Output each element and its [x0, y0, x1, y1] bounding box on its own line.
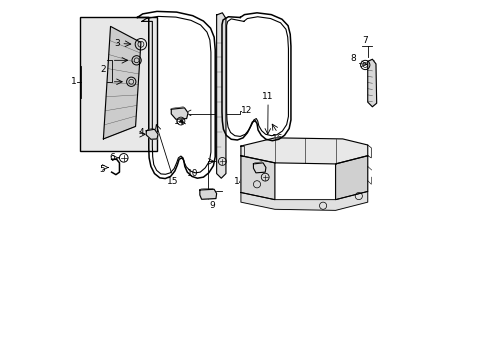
Polygon shape — [241, 192, 367, 210]
Polygon shape — [335, 156, 367, 200]
Polygon shape — [241, 138, 367, 164]
Text: 3: 3 — [114, 39, 120, 48]
Text: 11: 11 — [262, 93, 273, 102]
Text: 4: 4 — [138, 128, 143, 137]
Text: 12: 12 — [241, 106, 252, 115]
Text: 6: 6 — [109, 153, 115, 162]
Text: 14: 14 — [233, 177, 244, 186]
Text: 7: 7 — [362, 36, 367, 45]
Text: 10: 10 — [187, 169, 198, 178]
Text: 8: 8 — [349, 54, 355, 63]
Text: 2: 2 — [100, 66, 106, 75]
Polygon shape — [253, 163, 265, 173]
Polygon shape — [171, 108, 188, 119]
Polygon shape — [216, 13, 225, 178]
Polygon shape — [200, 189, 216, 199]
Bar — [80, 18, 157, 152]
Text: 15: 15 — [166, 177, 178, 186]
Text: 16: 16 — [271, 134, 283, 143]
Text: 5: 5 — [99, 166, 105, 175]
Text: 13: 13 — [240, 164, 251, 173]
Text: 14: 14 — [174, 117, 185, 126]
Text: 9: 9 — [209, 201, 215, 210]
Polygon shape — [146, 129, 158, 139]
Text: 1: 1 — [71, 77, 77, 86]
Polygon shape — [103, 26, 141, 139]
Polygon shape — [241, 156, 274, 200]
Polygon shape — [367, 59, 376, 107]
